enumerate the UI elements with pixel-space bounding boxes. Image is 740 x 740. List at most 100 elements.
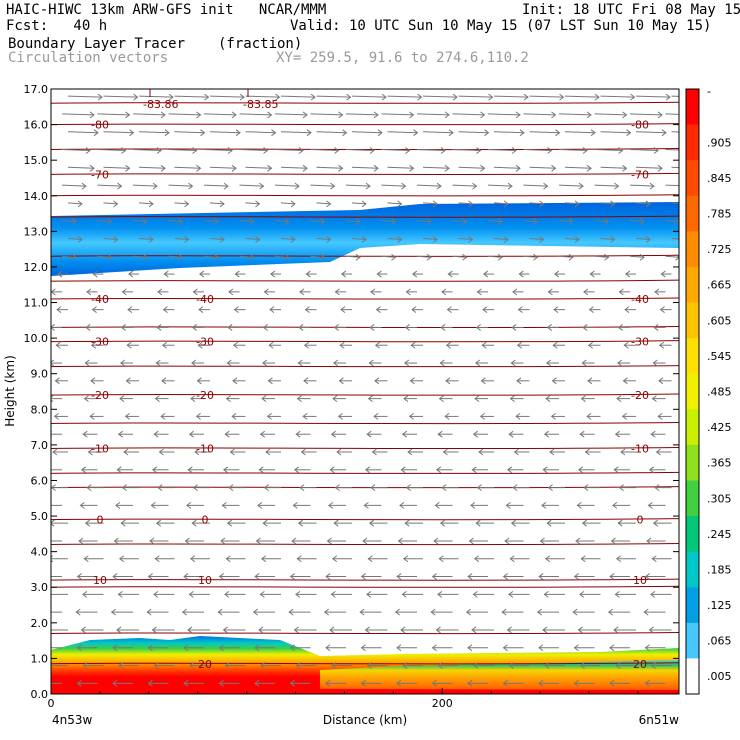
wind-vector [196,377,210,385]
wind-vector [103,93,139,101]
wind-vector [183,679,204,687]
wind-vector [581,519,601,527]
wind-vector [368,359,382,367]
isotherm-label: 20 [633,658,647,671]
isotherm-line [51,518,679,521]
colorbar-swatch [686,266,699,304]
wind-vector [617,359,630,367]
isotherm-label: -40 [91,293,109,306]
wind-vector [228,484,246,491]
wind-vector [209,164,237,172]
wind-vector [481,341,494,349]
colorbar-swatch [686,373,699,410]
wind-vector [546,519,565,527]
colorbar-swatch [686,516,699,553]
wind-vector [154,555,175,563]
wind-vector [364,466,382,474]
wind-vector [262,359,275,367]
wind-vector [657,413,672,420]
wind-vector [396,644,417,652]
wind-vector [97,253,113,261]
isotherm-label: -80 [91,119,109,132]
isotherm-label: -40 [196,293,214,306]
isotherm-line [51,393,679,396]
wind-vector [529,236,545,243]
wind-vector [523,218,539,226]
wind-vector [174,164,202,172]
wind-vector [339,341,352,349]
wind-vector [648,626,672,634]
wind-vector [508,590,530,598]
wind-vector [370,288,382,296]
wind-vector [184,537,204,545]
wind-vector [635,236,651,243]
wind-vector [439,519,459,527]
wind-vector [671,131,679,133]
wind-vector [433,537,453,545]
wind-vector [506,626,530,634]
wind-vector [168,253,184,261]
wind-vector [579,590,601,598]
wind-vector [473,662,494,669]
isotherm-label: 0 [202,514,209,527]
wind-vector [232,377,246,385]
wind-vector [402,662,423,669]
wind-vector [112,573,133,580]
wind-vector [502,644,524,652]
wind-vector [260,555,281,563]
wind-vector [600,164,628,172]
wind-vector [174,200,190,208]
wind-vector [644,679,666,687]
wind-vector [138,129,170,137]
wind-vector [441,288,453,296]
wind-vector [316,236,332,243]
wind-vector [431,644,453,652]
wind-vector [61,218,77,226]
wind-vector [493,129,525,137]
pressure-annotations: -83.86 -83.85 [143,89,278,111]
wind-vector [97,111,131,119]
wind-vector [381,218,397,226]
wind-vector [564,93,600,101]
wind-vector [296,395,311,403]
x-end-location: 6n51w [639,713,680,727]
wind-vector [257,501,275,509]
isotherm-label: -70 [91,168,109,181]
wind-vector [650,430,666,438]
y-tick-label: 11.0 [24,297,49,310]
wind-vector [310,253,326,261]
wind-vector [594,253,610,261]
wind-vector [292,501,311,509]
wind-vector [156,324,169,331]
isotherm-line [51,279,679,282]
wind-vector [132,218,148,226]
wind-vector [467,644,488,652]
wind-vector [226,359,240,367]
wind-vector [334,288,346,296]
wind-vector [116,626,139,634]
wind-vector [553,306,565,314]
wind-vector [82,430,98,438]
wind-vector [470,501,488,509]
wind-vector [161,377,175,385]
wind-vector [174,129,206,137]
wind-vector [523,111,557,119]
wind-vector [239,147,269,154]
wind-vector [510,519,530,527]
wind-vector [220,537,240,545]
pressure-label-2: -83.85 [243,98,278,111]
wind-vector [416,111,450,119]
wind-vector [121,484,139,491]
wind-vector [613,626,636,634]
wind-vector [387,200,403,208]
wind-vector [103,129,135,137]
wind-vector [296,555,317,563]
wind-vector [203,147,233,154]
wind-vector [476,288,488,296]
y-tick-label: 3.0 [31,581,49,594]
wind-vector [551,377,565,385]
wind-vector [269,306,281,314]
wind-vector [615,555,636,563]
wind-vector [228,288,240,296]
wind-vector [529,200,545,208]
